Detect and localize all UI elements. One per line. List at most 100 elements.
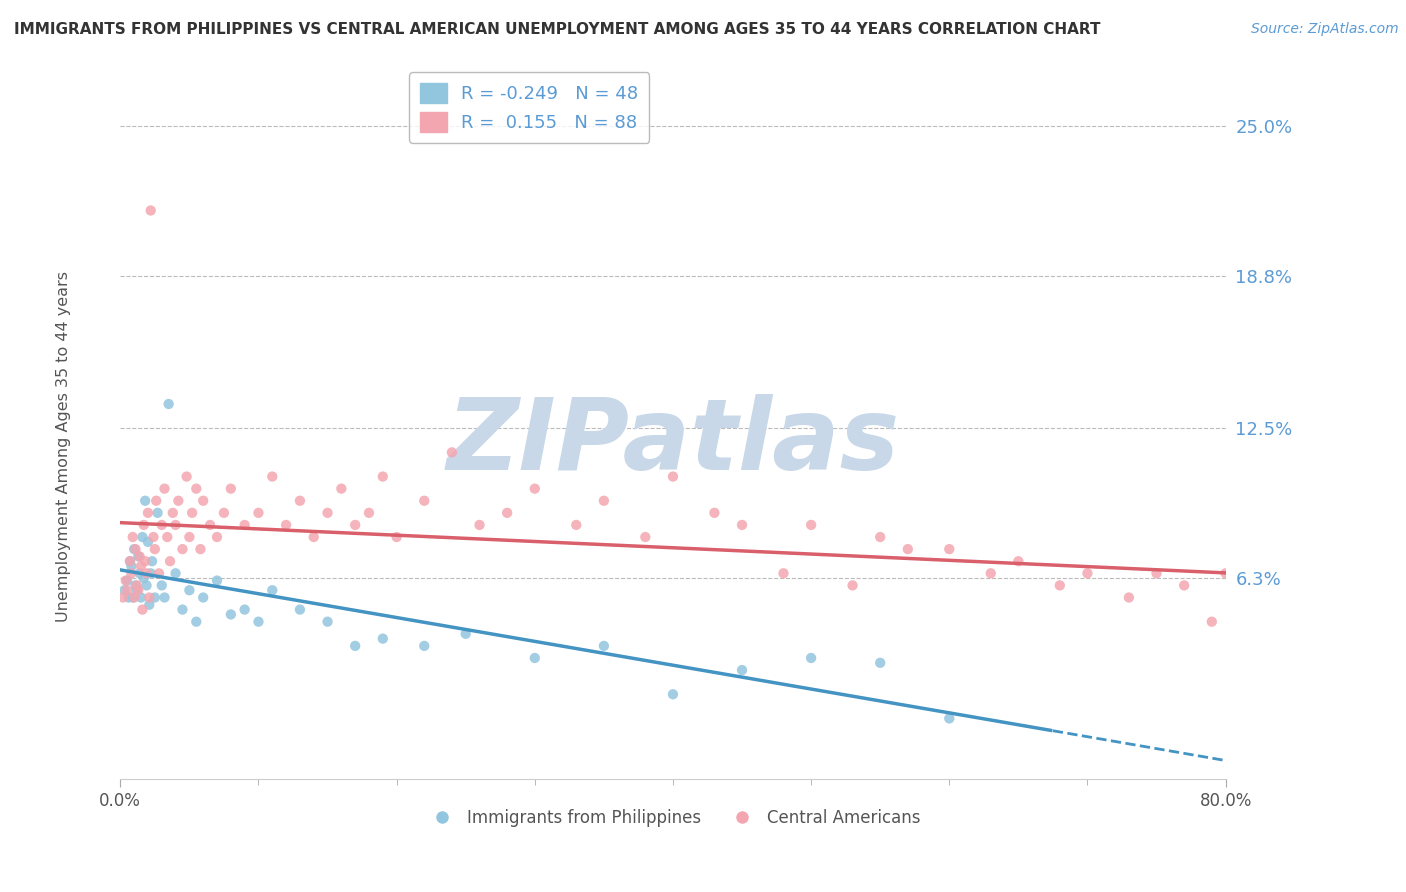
Point	[150, 578, 173, 592]
Point	[125, 583, 148, 598]
Point	[219, 482, 242, 496]
Point	[496, 506, 519, 520]
Point	[142, 530, 165, 544]
Point	[592, 639, 614, 653]
Point	[1007, 554, 1029, 568]
Point	[129, 559, 152, 574]
Point	[634, 530, 657, 544]
Point	[1215, 566, 1237, 581]
Point	[357, 506, 380, 520]
Point	[468, 517, 491, 532]
Point	[198, 517, 221, 532]
Point	[1241, 591, 1264, 605]
Point	[371, 469, 394, 483]
Point	[1049, 578, 1071, 592]
Point	[129, 591, 152, 605]
Point	[120, 566, 142, 581]
Point	[869, 530, 891, 544]
Point	[205, 530, 228, 544]
Point	[118, 554, 141, 568]
Point	[523, 482, 546, 496]
Point	[731, 663, 754, 677]
Point	[262, 583, 284, 598]
Point	[212, 506, 235, 520]
Point	[117, 591, 139, 605]
Point	[127, 549, 149, 564]
Point	[247, 506, 270, 520]
Point	[172, 602, 194, 616]
Point	[523, 651, 546, 665]
Point	[316, 506, 339, 520]
Point	[125, 578, 148, 592]
Point	[122, 591, 145, 605]
Point	[156, 530, 179, 544]
Point	[869, 656, 891, 670]
Point	[190, 542, 212, 557]
Text: Source: ZipAtlas.com: Source: ZipAtlas.com	[1251, 22, 1399, 37]
Point	[112, 591, 135, 605]
Text: ZIPatlas: ZIPatlas	[446, 393, 900, 491]
Point	[135, 578, 157, 592]
Point	[132, 517, 155, 532]
Point	[132, 571, 155, 585]
Point	[143, 591, 166, 605]
Point	[179, 583, 201, 598]
Point	[120, 559, 142, 574]
Point	[274, 517, 297, 532]
Point	[186, 615, 208, 629]
Point	[1298, 591, 1320, 605]
Point	[262, 469, 284, 483]
Point	[115, 583, 138, 598]
Point	[1146, 566, 1168, 581]
Point	[139, 203, 162, 218]
Point	[193, 591, 215, 605]
Point	[662, 469, 685, 483]
Point	[772, 566, 794, 581]
Point	[141, 554, 163, 568]
Point	[316, 615, 339, 629]
Point	[179, 530, 201, 544]
Point	[186, 482, 208, 496]
Point	[440, 445, 463, 459]
Point	[219, 607, 242, 622]
Point	[134, 554, 156, 568]
Point	[1270, 566, 1292, 581]
Point	[128, 566, 150, 581]
Point	[800, 651, 823, 665]
Legend: Immigrants from Philippines, Central Americans: Immigrants from Philippines, Central Ame…	[419, 803, 928, 834]
Point	[938, 711, 960, 725]
Point	[897, 542, 920, 557]
Point	[938, 542, 960, 557]
Text: IMMIGRANTS FROM PHILIPPINES VS CENTRAL AMERICAN UNEMPLOYMENT AMONG AGES 35 TO 44: IMMIGRANTS FROM PHILIPPINES VS CENTRAL A…	[14, 22, 1101, 37]
Point	[134, 493, 156, 508]
Point	[124, 542, 146, 557]
Point	[385, 530, 408, 544]
Point	[330, 482, 353, 496]
Point	[131, 602, 153, 616]
Point	[121, 591, 143, 605]
Point	[127, 583, 149, 598]
Text: Unemployment Among Ages 35 to 44 years: Unemployment Among Ages 35 to 44 years	[56, 270, 70, 622]
Point	[124, 578, 146, 592]
Point	[165, 566, 187, 581]
Point	[247, 615, 270, 629]
Point	[1353, 602, 1375, 616]
Point	[157, 397, 180, 411]
Point	[136, 534, 159, 549]
Point	[205, 574, 228, 588]
Point	[139, 566, 162, 581]
Point	[159, 554, 181, 568]
Point	[1381, 591, 1403, 605]
Point	[288, 493, 311, 508]
Point	[148, 566, 170, 581]
Point	[122, 542, 145, 557]
Point	[371, 632, 394, 646]
Point	[344, 517, 367, 532]
Point	[800, 517, 823, 532]
Point	[233, 602, 256, 616]
Point	[662, 687, 685, 701]
Point	[413, 639, 436, 653]
Point	[165, 517, 187, 532]
Point	[131, 530, 153, 544]
Point	[1173, 578, 1195, 592]
